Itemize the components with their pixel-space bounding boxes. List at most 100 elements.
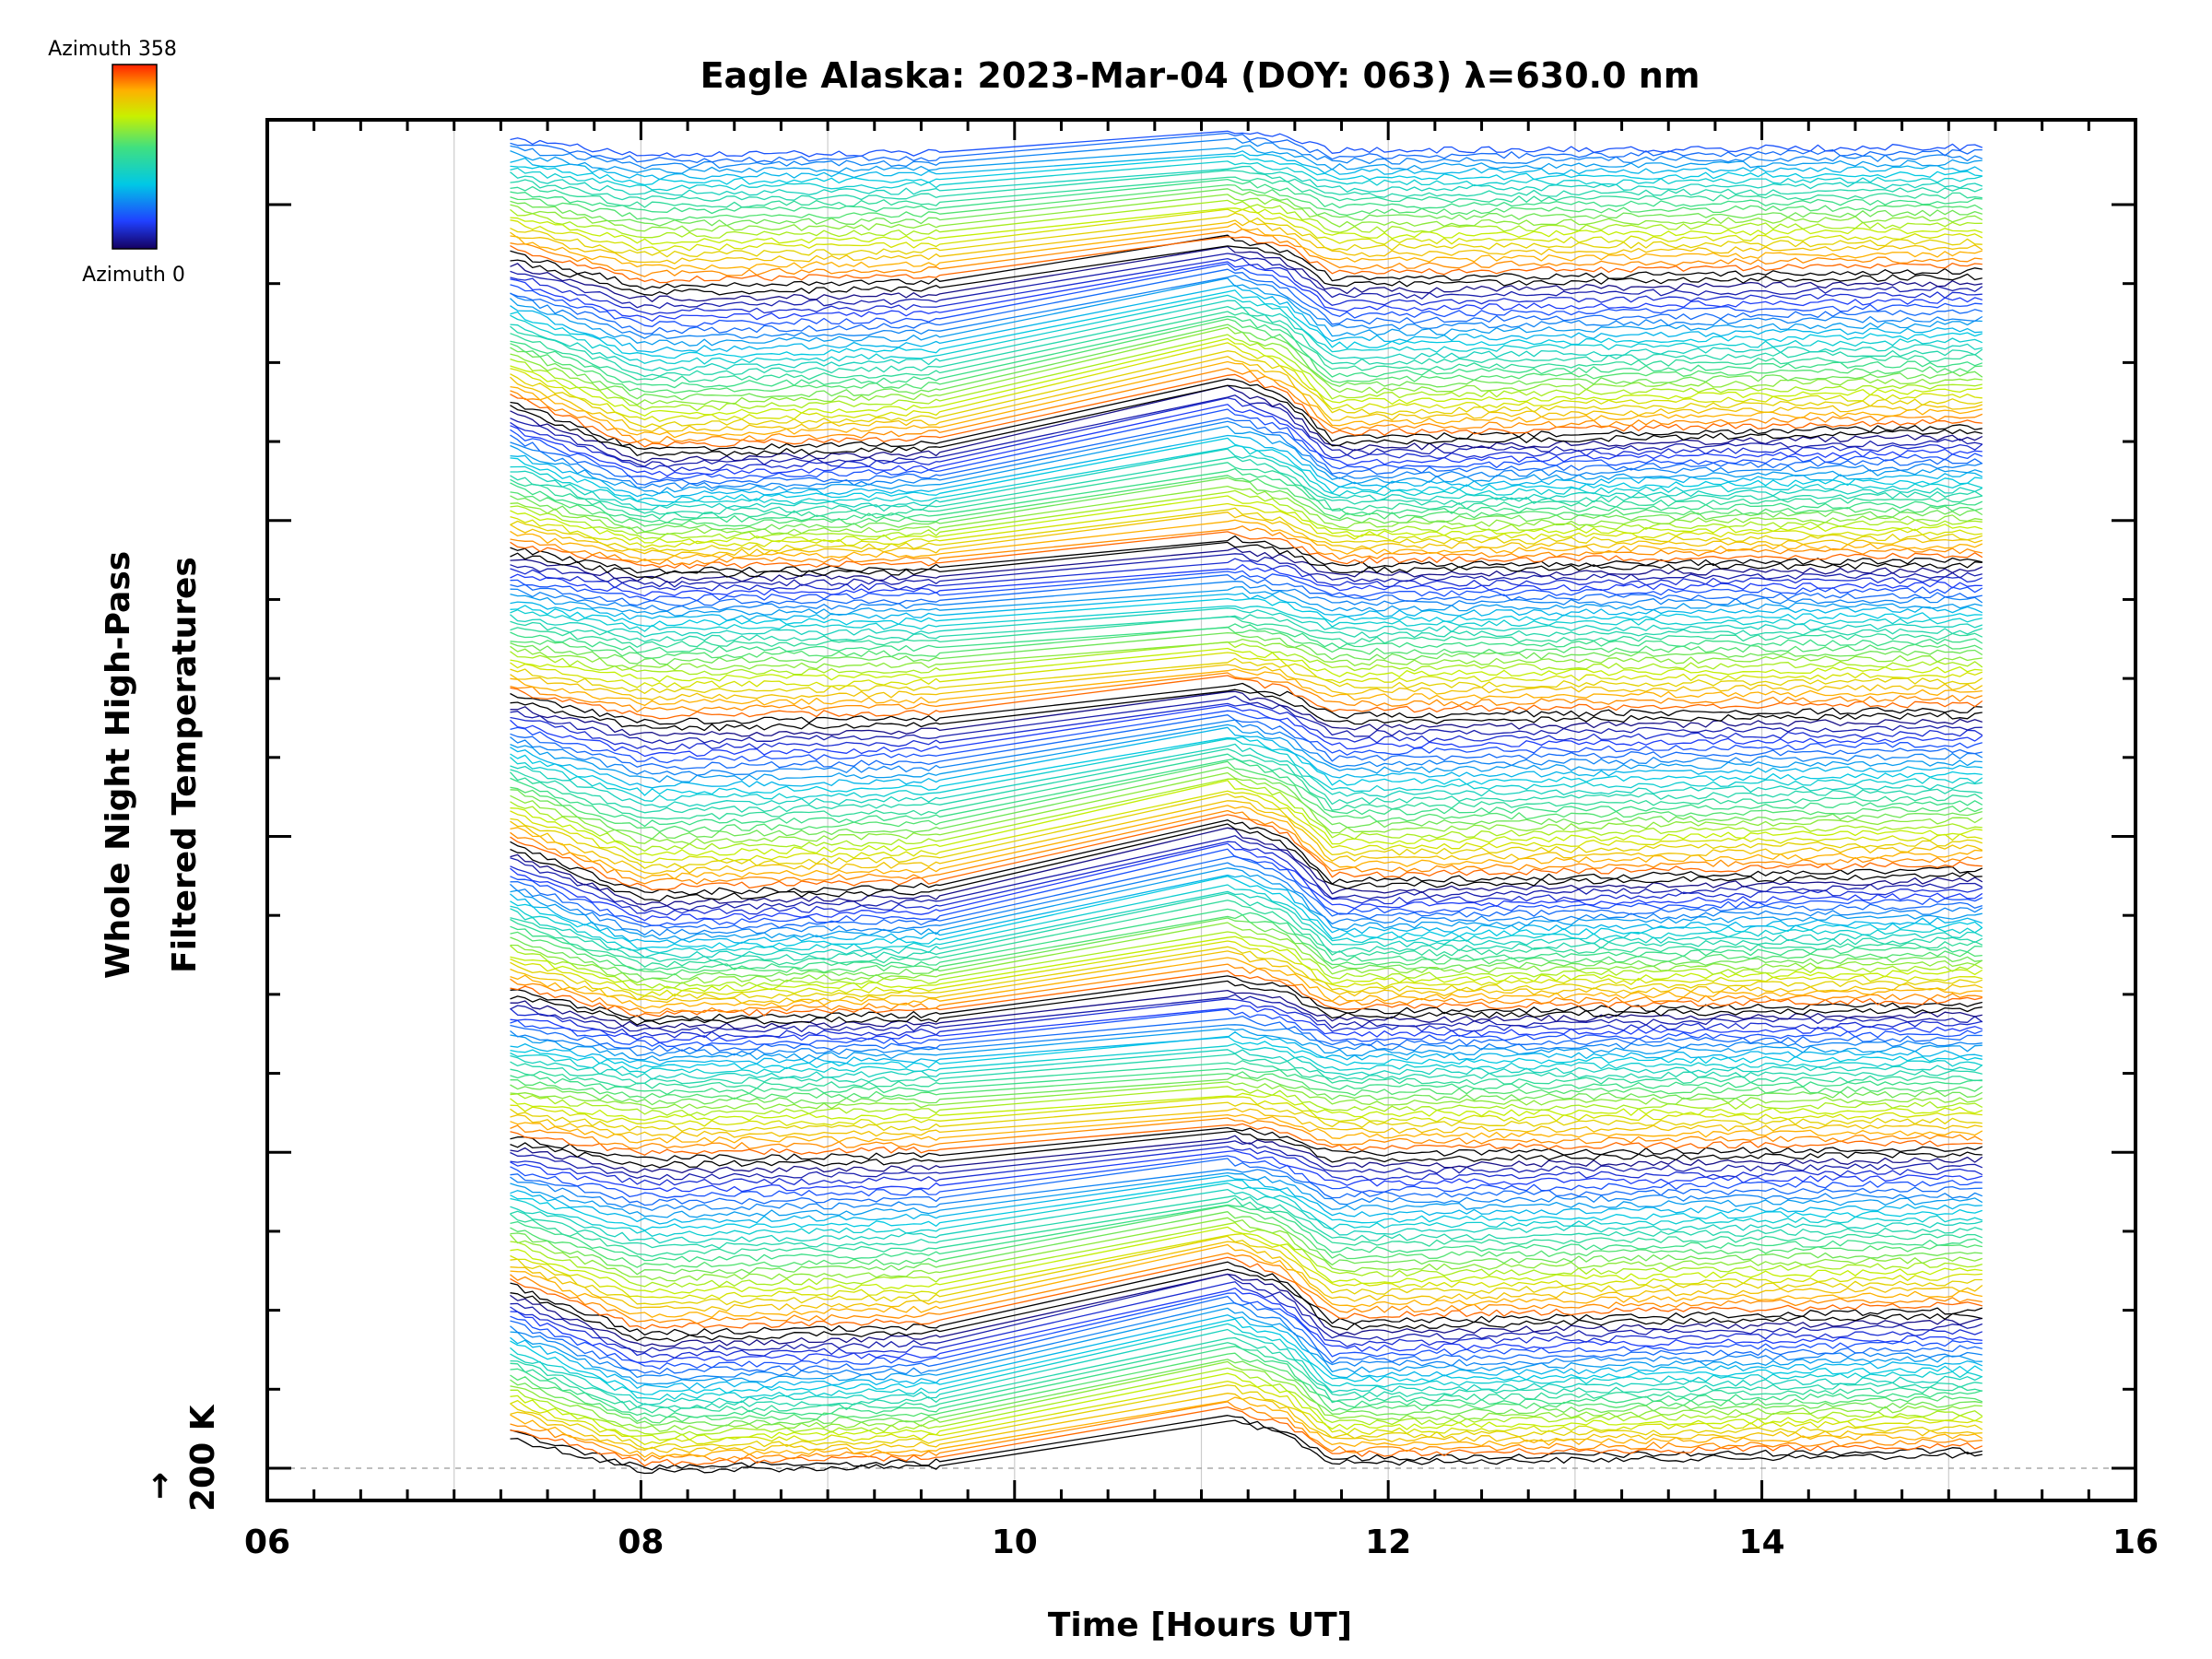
colorbar	[112, 64, 158, 250]
trace-line	[510, 212, 1983, 258]
trace-line	[510, 367, 1983, 443]
trace-line	[510, 805, 1983, 880]
trace-line	[510, 841, 1983, 916]
x-tick-label: 10	[992, 1524, 1038, 1561]
trace-line	[510, 1140, 1983, 1181]
trace-line	[510, 384, 1983, 464]
trace-line	[510, 1155, 1983, 1199]
trace-line	[510, 867, 1983, 941]
trace-line	[510, 378, 1983, 452]
trace-line	[510, 228, 1983, 277]
trace-line	[510, 1226, 1983, 1295]
trace-line	[510, 275, 1983, 339]
trace-line	[510, 1221, 1983, 1288]
trace-line	[510, 263, 1983, 327]
trace-line	[510, 1171, 1983, 1218]
trace-line	[510, 1268, 1983, 1342]
trace-line	[510, 145, 1983, 174]
trace-line	[510, 702, 1983, 751]
trace-line	[510, 1372, 1983, 1441]
trace-line	[510, 178, 1983, 215]
trace-line	[510, 672, 1983, 712]
x-tick-labels: 06 08 10 12 14 16	[244, 1524, 2159, 1561]
trace-line	[510, 1205, 1983, 1268]
trace-line	[510, 586, 1983, 617]
trace-line	[510, 434, 1983, 499]
colorbar-bottom-label: Azimuth 0	[82, 264, 185, 287]
trace-line	[510, 1393, 1983, 1453]
trace-line	[510, 1261, 1983, 1336]
trace-line	[510, 130, 1983, 159]
trace-line	[510, 819, 1983, 896]
trace-line	[510, 614, 1983, 642]
trace-line	[510, 1360, 1983, 1432]
trace-line	[510, 884, 1983, 954]
trace-line	[510, 1146, 1983, 1186]
trace-line	[510, 848, 1983, 927]
trace-line	[510, 1380, 1983, 1445]
trace-line	[510, 1135, 1983, 1174]
trace-line	[510, 219, 1983, 265]
trace-line	[510, 876, 1983, 949]
y-axis-label-line-1: Whole Night High-Pass	[100, 551, 137, 979]
trace-line	[510, 917, 1983, 981]
x-tick-label: 08	[618, 1524, 664, 1561]
trace-line	[510, 1342, 1983, 1414]
trace-line	[510, 150, 1983, 181]
trace-line	[510, 747, 1983, 814]
trace-line	[510, 394, 1983, 468]
trace-line	[510, 188, 1983, 227]
trace-line	[510, 350, 1983, 429]
trace-line	[510, 1396, 1983, 1458]
trace-line	[510, 253, 1983, 309]
trace-line	[510, 874, 1983, 945]
trace-line	[510, 315, 1983, 389]
traces	[510, 130, 1983, 1475]
trace-line	[510, 334, 1983, 412]
x-tick-label: 06	[244, 1524, 290, 1561]
trace-line	[510, 1197, 1983, 1257]
trace-line	[510, 1015, 1983, 1053]
trace-line	[510, 814, 1983, 891]
trace-line	[510, 1302, 1983, 1380]
trace-line	[510, 771, 1983, 845]
trace-line	[510, 444, 1983, 507]
trace-line	[510, 417, 1983, 486]
trace-line	[510, 477, 1983, 533]
trace-line	[510, 1292, 1983, 1370]
trace-line	[510, 564, 1983, 597]
trace-line	[510, 970, 1983, 1018]
trace-line	[510, 1281, 1983, 1359]
trace-line	[510, 641, 1983, 676]
trace-line	[510, 1367, 1983, 1436]
y-axis-label-line-2: Filtered Temperatures	[166, 557, 204, 973]
trace-line	[510, 1071, 1983, 1100]
trace-line	[510, 1179, 1983, 1231]
grid	[267, 120, 2136, 1500]
trace-line	[510, 1074, 1983, 1106]
trace-line	[510, 760, 1983, 833]
trace-line	[510, 547, 1983, 583]
trace-line	[510, 1314, 1983, 1390]
trace-line	[510, 855, 1983, 930]
trace-line	[510, 1256, 1983, 1330]
trace-line	[510, 294, 1983, 365]
trace-line	[510, 908, 1983, 971]
trace-line	[510, 758, 1983, 828]
trace-line	[510, 914, 1983, 976]
trace-line	[510, 1081, 1983, 1110]
trace-line	[510, 1113, 1983, 1144]
trace-line	[510, 1217, 1983, 1282]
trace-line	[510, 657, 1983, 694]
trace-line	[510, 1415, 1983, 1471]
trace-line	[510, 607, 1983, 638]
trace-line	[510, 835, 1983, 912]
trace-line	[510, 404, 1983, 477]
trace-line	[510, 570, 1983, 602]
trace-line	[510, 1117, 1983, 1150]
trace-line	[510, 160, 1983, 192]
trace-line	[510, 507, 1983, 552]
trace-line	[510, 261, 1983, 322]
trace-line	[510, 462, 1983, 520]
